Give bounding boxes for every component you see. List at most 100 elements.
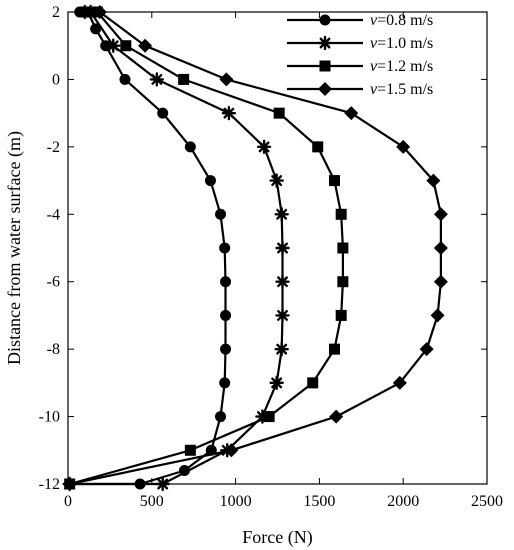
data-point-series-2 xyxy=(221,105,237,121)
data-point-series-4 xyxy=(433,207,448,222)
x-axis-title: Force (N) xyxy=(242,527,312,548)
data-point-series-4 xyxy=(392,375,407,390)
data-point-series-1 xyxy=(184,141,196,153)
data-point-series-3 xyxy=(312,141,324,153)
y-tick-label: -12 xyxy=(39,476,60,493)
star-marker-core xyxy=(322,40,328,46)
data-point-series-1 xyxy=(215,411,227,423)
star-marker-core xyxy=(279,346,285,352)
legend-label: v=0.8 m/s xyxy=(370,12,433,29)
y-tick-label: -8 xyxy=(47,341,60,358)
legend-entry-1: v=0.8 m/s xyxy=(287,12,433,29)
data-point-series-3 xyxy=(273,107,285,119)
star-marker-core xyxy=(279,245,286,251)
data-point-series-1 xyxy=(215,208,227,220)
series-line-3 xyxy=(69,10,344,486)
data-point-series-2 xyxy=(106,38,121,53)
star-marker-core xyxy=(274,380,280,386)
y-tick-label: -4 xyxy=(47,206,60,223)
legend-entry-3: v=1.2 m/s xyxy=(287,58,433,75)
data-point-series-4 xyxy=(396,139,411,154)
data-point-series-1 xyxy=(119,73,131,85)
legend-label-symbol: v xyxy=(370,12,378,29)
plot-area xyxy=(62,4,448,492)
x-tick-label: 0 xyxy=(64,493,72,510)
x-tick-label: 2000 xyxy=(387,493,419,510)
data-point-series-1 xyxy=(157,107,169,119)
series-line-1 xyxy=(69,10,227,486)
legend-marker xyxy=(319,60,331,72)
data-point-series-3 xyxy=(263,411,275,423)
data-point-series-2 xyxy=(269,375,284,391)
legend-entry-4: v=1.5 m/s xyxy=(287,81,433,98)
data-point-series-2 xyxy=(269,173,284,188)
data-point-series-1 xyxy=(100,40,112,52)
legend-label-text: =0.8 m/s xyxy=(377,12,433,29)
data-point-series-1 xyxy=(90,23,102,35)
legend-marker xyxy=(319,14,331,26)
star-marker-core xyxy=(279,279,286,285)
x-tick-label: 1500 xyxy=(303,493,335,510)
data-point-series-1 xyxy=(204,175,216,187)
star-marker-core xyxy=(110,43,116,49)
legend-label-symbol: v xyxy=(370,58,378,75)
legend-label-text: =1.2 m/s xyxy=(377,58,433,75)
y-tick-label: 0 xyxy=(52,71,60,88)
axes: 0 500 1000 1500 2000 2500 -12 -10 -8 -6 -4 -2 0 2 xyxy=(39,4,503,510)
data-point-series-2 xyxy=(274,207,289,222)
data-point-series-4 xyxy=(433,241,448,255)
data-point-series-1 xyxy=(219,242,231,254)
series-line-2 xyxy=(69,10,284,486)
legend: v=0.8 m/sv=1.0 m/sv=1.2 m/sv=1.5 m/s xyxy=(287,12,433,98)
legend-label-symbol: v xyxy=(370,35,378,52)
data-point-series-4 xyxy=(224,443,239,458)
data-point-series-4 xyxy=(344,106,359,121)
data-point-series-3 xyxy=(335,208,347,220)
star-marker-core xyxy=(154,76,160,83)
x-tick-label: 1000 xyxy=(220,493,252,510)
data-point-series-4 xyxy=(329,409,344,424)
data-point-series-2 xyxy=(275,274,290,289)
legend-entry-2: v=1.0 m/s xyxy=(287,35,433,52)
data-point-series-2 xyxy=(256,139,272,155)
data-point-series-1 xyxy=(219,377,231,389)
data-point-series-1 xyxy=(220,343,232,355)
data-point-series-2 xyxy=(149,72,165,87)
legend-marker xyxy=(318,82,332,96)
legend-label-text: =1.5 m/s xyxy=(377,81,433,98)
data-point-series-1 xyxy=(220,309,232,321)
star-marker-core xyxy=(274,177,280,184)
star-marker-core xyxy=(279,312,286,319)
data-point-series-3 xyxy=(337,242,349,254)
legend-label-symbol: v xyxy=(370,81,378,98)
data-point-series-3 xyxy=(337,276,349,288)
data-point-series-4 xyxy=(219,72,234,87)
axes-box xyxy=(67,11,488,485)
data-point-series-3 xyxy=(335,309,347,321)
legend-marker xyxy=(317,35,333,51)
legend-label: v=1.2 m/s xyxy=(370,58,433,75)
data-point-series-3 xyxy=(120,40,132,52)
x-tick-label: 2500 xyxy=(471,493,503,510)
x-tick-label: 500 xyxy=(140,493,164,510)
y-axis-title: Distance from water surface (m) xyxy=(4,131,25,365)
data-point-series-3 xyxy=(184,444,196,456)
y-tick-label: -2 xyxy=(47,139,60,156)
data-point-series-3 xyxy=(328,175,340,187)
legend-label: v=1.5 m/s xyxy=(370,81,433,98)
data-point-series-1 xyxy=(220,276,232,288)
data-point-series-3 xyxy=(328,343,340,355)
data-point-series-4 xyxy=(430,308,445,323)
y-tick-label: -6 xyxy=(47,274,60,291)
data-point-series-2 xyxy=(274,341,289,357)
data-point-series-4 xyxy=(433,274,448,289)
data-point-series-2 xyxy=(275,240,290,256)
data-point-series-3 xyxy=(307,377,319,389)
data-point-series-4 xyxy=(138,38,153,53)
legend-label-text: =1.0 m/s xyxy=(377,35,433,52)
y-tick-label: 2 xyxy=(52,4,60,21)
data-point-series-2 xyxy=(275,308,290,323)
data-point-series-4 xyxy=(426,173,441,188)
data-point-series-4 xyxy=(419,342,434,357)
